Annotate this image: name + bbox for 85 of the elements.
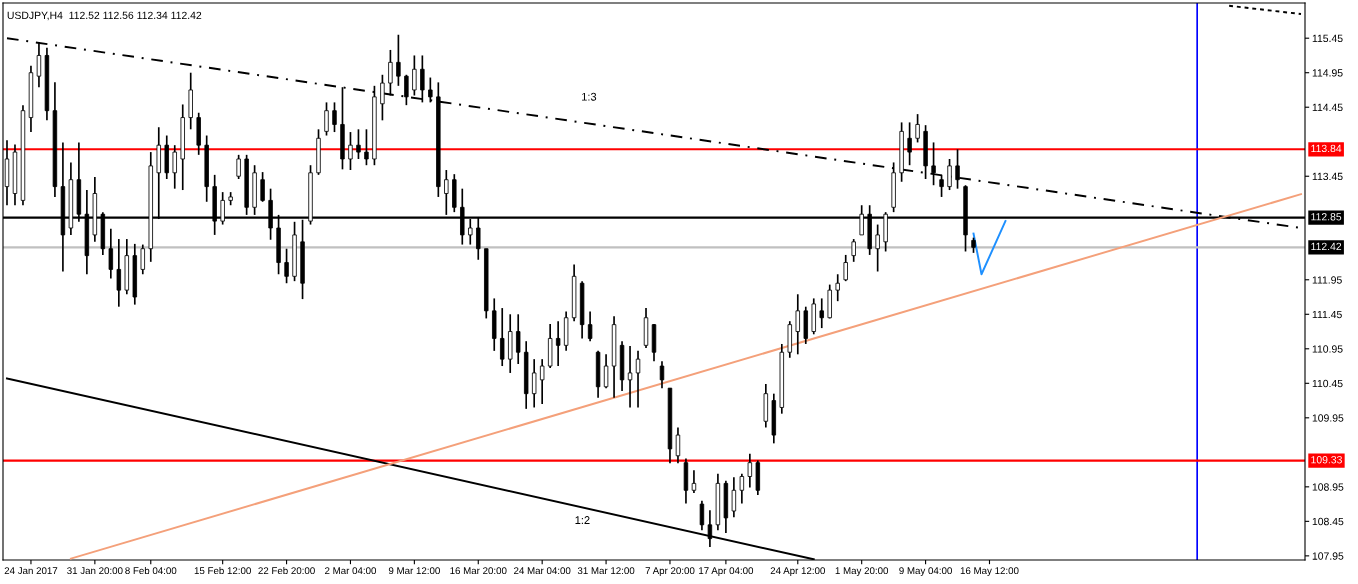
candlestick [931, 141, 936, 187]
x-tick-label: 9 Mar 12:00 [388, 567, 440, 575]
candlestick [627, 345, 633, 409]
candlestick [539, 358, 545, 405]
candlestick [236, 154, 241, 180]
candlestick [364, 128, 369, 167]
y-tick-label: 111.45 [1312, 310, 1342, 319]
candlestick [875, 223, 880, 273]
candlestick [691, 469, 697, 494]
y-tick-label: 110.95 [1312, 345, 1343, 353]
y-tick-label: 113.45 [1312, 172, 1343, 181]
candlestick [843, 254, 848, 282]
candlestick [531, 358, 537, 409]
candlestick [108, 227, 114, 280]
y-tick-label: 114.45 [1312, 103, 1343, 112]
y-tick-label: 114.95 [1312, 69, 1343, 77]
x-tick-label: 22 Feb 20:00 [258, 566, 315, 575]
candlestick [819, 297, 824, 329]
candlestick [747, 452, 753, 489]
candlestick [172, 144, 177, 190]
ref-line-label: 112.42 [1311, 242, 1342, 251]
candlestick [675, 426, 681, 465]
text: USDJPY,H4 112.52 112.56 112.34 112.42 [7, 11, 202, 21]
y-tick-label: 115.45 [1312, 34, 1343, 43]
candlestick [260, 171, 265, 203]
ref-line-label: 109.33 [1311, 456, 1342, 464]
candlestick [835, 273, 840, 303]
x-tick-label: 24 Jan 2017 [4, 567, 58, 575]
candlestick [444, 169, 449, 216]
x-tick-label: 9 May 04:00 [899, 567, 952, 577]
x-tick-label: 1 May 20:00 [835, 567, 889, 577]
x-tick-label: 15 Feb 12:00 [194, 566, 251, 575]
candlestick [699, 499, 705, 532]
candlestick [380, 73, 385, 122]
candlestick [396, 33, 401, 87]
candlestick [404, 73, 409, 106]
y-tick-label: 109.95 [1312, 414, 1344, 422]
x-tick-label: 2 Mar 04:00 [325, 567, 377, 575]
candlestick [739, 472, 745, 505]
y-tick-label: 108.95 [1312, 483, 1344, 491]
candlestick [707, 509, 713, 548]
candlestick [947, 158, 952, 191]
candlestick [587, 310, 593, 343]
candlestick [140, 243, 145, 276]
candlestick [332, 101, 337, 133]
candlestick [388, 49, 393, 97]
x-tick-label: 8 Feb 04:00 [125, 566, 177, 575]
candlestick [428, 76, 433, 104]
x-tick-label: 16 May 12:00 [960, 567, 1019, 577]
x-tick-label: 31 Mar 12:00 [577, 567, 635, 575]
candlestick [36, 42, 42, 89]
candlestick [659, 360, 665, 389]
y-tick-label: 111.95 [1312, 276, 1342, 284]
y-tick-label: 107.95 [1312, 552, 1344, 560]
candlestick [555, 320, 561, 367]
candlestick [515, 313, 521, 365]
candlestick [939, 174, 944, 198]
candlestick [116, 238, 122, 308]
annotation: 1:2 [575, 516, 590, 524]
candlestick [356, 128, 361, 160]
candlestick [731, 476, 737, 519]
x-tick-label: 24 Mar 04:00 [514, 567, 571, 575]
y-tick-label: 110.45 [1312, 379, 1343, 388]
candlestick [851, 238, 856, 263]
candlestick [420, 54, 425, 104]
candlestick [603, 353, 609, 389]
candlestick [412, 54, 417, 97]
x-tick-label: 7 Apr 20:00 [645, 567, 695, 577]
candlestick [324, 101, 329, 137]
x-tick-label: 24 Apr 12:00 [770, 567, 825, 577]
candlestick [795, 293, 800, 356]
y-tick-label: 108.45 [1312, 517, 1344, 526]
candlestick [915, 113, 920, 144]
candlestick [907, 121, 912, 167]
candlestick [348, 131, 353, 171]
x-tick-label: 31 Jan 20:00 [67, 567, 123, 575]
candlestick [500, 307, 505, 367]
ref-line-label: 113.84 [1311, 144, 1342, 153]
candlestick [635, 350, 641, 409]
annotation: 1:3 [582, 92, 597, 101]
ref-line-label: 112.85 [1311, 213, 1342, 221]
x-tick-label: 17 Apr 04:00 [699, 567, 754, 577]
x-tick-label: 16 Mar 20:00 [450, 567, 507, 575]
candlestick [955, 148, 960, 190]
candlestick [284, 247, 289, 285]
